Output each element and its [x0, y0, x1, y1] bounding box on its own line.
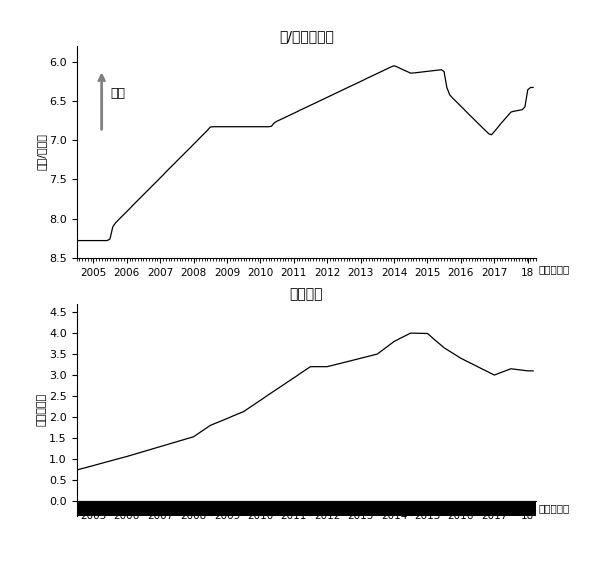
Title: 外貨準備: 外貨準備	[290, 287, 323, 301]
Text: （年、月）: （年、月）	[539, 503, 570, 513]
Text: （年、月）: （年、月）	[539, 265, 570, 274]
Bar	[77, 501, 536, 516]
Y-axis label: （元/ドル）: （元/ドル）	[37, 134, 47, 170]
Y-axis label: （兆ドル）: （兆ドル）	[37, 393, 47, 426]
Title: 元/ドルレート: 元/ドルレート	[279, 29, 334, 44]
Bar	[77, 258, 536, 289]
Text: 元高: 元高	[110, 87, 125, 100]
